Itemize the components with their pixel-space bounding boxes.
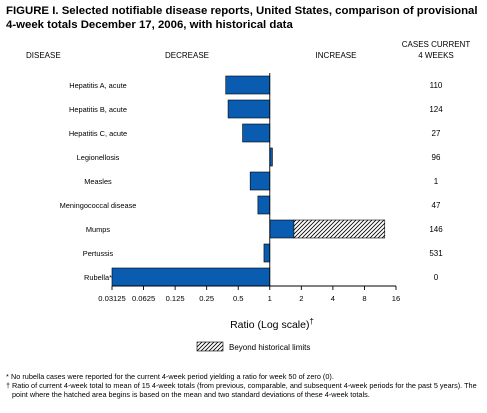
- row-label: Hepatitis C, acute: [69, 129, 127, 138]
- x-tick-label: 0.125: [166, 294, 185, 303]
- footnote-star-text: No rubella cases were reported for the c…: [11, 372, 334, 381]
- x-tick-label: 0.03125: [98, 294, 125, 303]
- cases-value: 1: [434, 177, 439, 186]
- row-label: Legionellosis: [77, 153, 120, 162]
- header-cases-line1: CASES CURRENT: [402, 40, 471, 49]
- footnote-dagger: † Ratio of current 4-week total to mean o…: [6, 381, 482, 399]
- x-axis-label-mark: †: [309, 317, 313, 326]
- row-label: Pertussis: [83, 249, 114, 258]
- cases-value: 47: [432, 201, 441, 210]
- ratio-bar: [263, 243, 271, 263]
- footnotes: * No rubella cases were reported for the …: [6, 372, 482, 399]
- x-tick-label: 0.25: [199, 294, 214, 303]
- legend: Beyond historical limits: [196, 341, 310, 352]
- x-tick-label: 16: [392, 294, 400, 303]
- ratio-bar: [227, 99, 271, 119]
- header-disease: DISEASE: [26, 51, 61, 60]
- cases-value: 96: [432, 153, 441, 162]
- legend-label: Beyond historical limits: [229, 343, 310, 352]
- row-label: Measles: [84, 177, 112, 186]
- row-label: Mumps: [86, 225, 111, 234]
- rows-layer: Hepatitis A, acute 110 Hepatitis B, acute 1…: [60, 75, 443, 287]
- x-axis-label-text: Ratio (Log scale): [230, 319, 309, 331]
- row-label: Hepatitis B, acute: [69, 105, 127, 114]
- cases-value: 27: [432, 129, 441, 138]
- ratio-bar: [269, 219, 295, 239]
- cases-value: 0: [434, 273, 439, 282]
- footnote-star: * No rubella cases were reported for the …: [6, 372, 482, 381]
- row-label: Hepatitis A, acute: [69, 81, 127, 90]
- footnote-dagger-text: Ratio of current 4-week total to mean of…: [12, 381, 477, 399]
- ratio-bar: [225, 75, 271, 95]
- cases-value: 110: [430, 81, 443, 90]
- x-axis-label: Ratio (Log scale)†: [230, 317, 314, 331]
- figure-title: FIGURE I. Selected notifiable disease re…: [6, 5, 478, 31]
- x-tick-label: 0.0625: [132, 294, 155, 303]
- header-increase: INCREASE: [316, 51, 357, 60]
- footnote-dagger-mark: †: [6, 381, 11, 390]
- footnote-star-mark: *: [6, 372, 9, 381]
- ratio-bar: [242, 123, 271, 143]
- x-axis: 0.03125 0.0625 0.125 0.25 0.5 1 2 4 8 16: [98, 73, 400, 303]
- x-tick-label: 4: [331, 294, 335, 303]
- cases-value: 146: [429, 225, 443, 234]
- x-tick-label: 0.5: [233, 294, 244, 303]
- header-decrease: DECREASE: [165, 51, 209, 60]
- x-tick-label: 2: [299, 294, 303, 303]
- row-label: Meningococcal disease: [60, 201, 137, 210]
- cases-value: 531: [429, 249, 443, 258]
- x-tick-label: 1: [268, 294, 272, 303]
- cases-value: 124: [429, 105, 443, 114]
- legend-swatch: [196, 341, 224, 352]
- header-cases-line2: 4 WEEKS: [418, 51, 454, 60]
- x-tick-label: 8: [362, 294, 366, 303]
- ratio-bar: [257, 195, 271, 215]
- ratio-bar-beyond-limits: [293, 219, 386, 239]
- row-label: Rubella*: [84, 273, 112, 282]
- ratio-bar: [249, 171, 271, 191]
- ratio-bar: [111, 267, 271, 287]
